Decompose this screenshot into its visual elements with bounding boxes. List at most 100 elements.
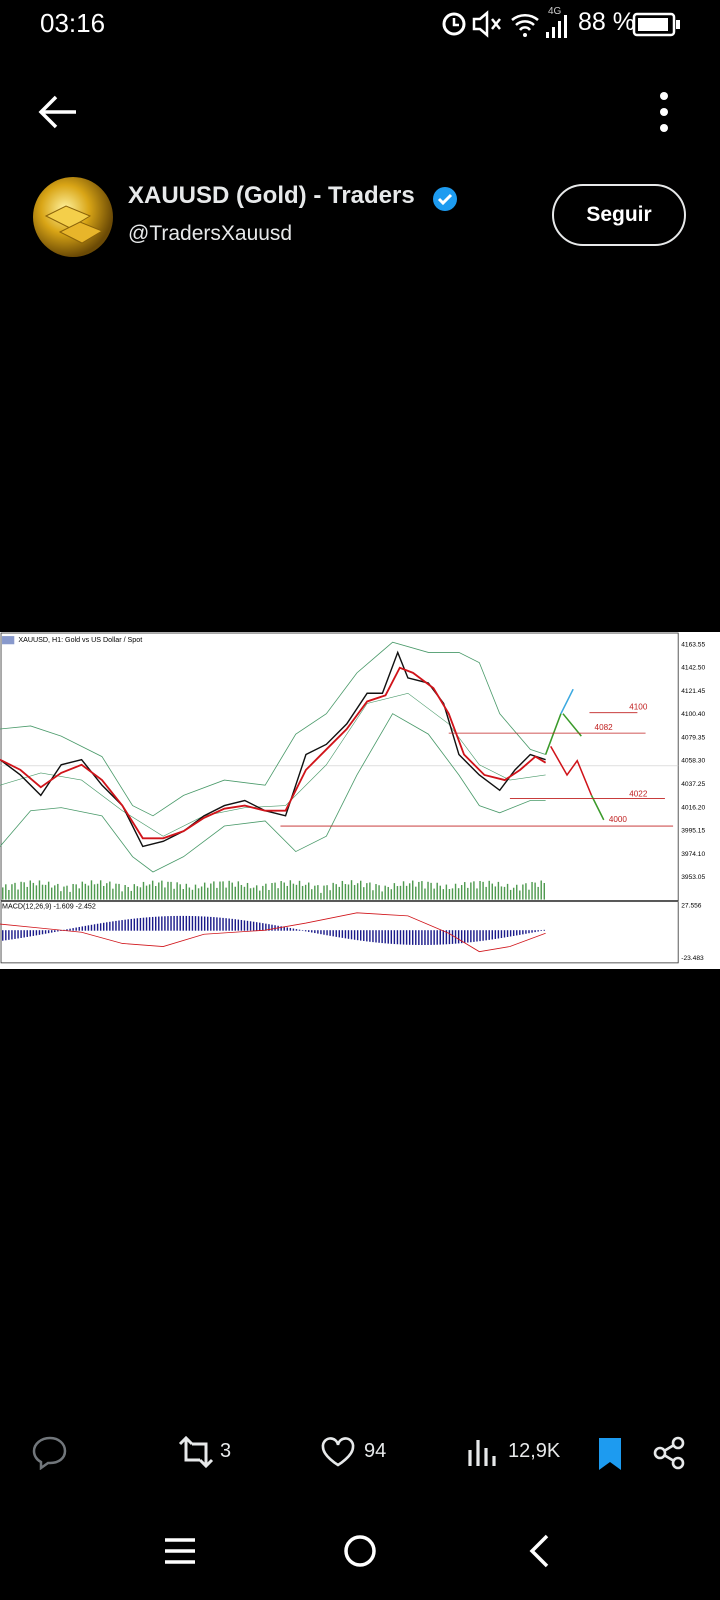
retweet-button[interactable]	[176, 1434, 216, 1470]
macd-bar	[540, 930, 542, 931]
volume-bar	[289, 880, 292, 900]
macd-bar	[66, 929, 68, 931]
macd-bar	[139, 917, 142, 931]
macd-bar	[17, 930, 19, 939]
volume-bar	[390, 889, 393, 900]
volume-bar	[540, 880, 542, 900]
volume-bar	[167, 881, 169, 900]
macd-bar	[115, 920, 117, 931]
volume-bar	[509, 889, 512, 900]
macd-bar	[246, 920, 249, 931]
volume-bar	[87, 885, 90, 900]
macd-bar	[464, 930, 466, 943]
macd-bar	[347, 930, 350, 939]
macd-bar	[188, 915, 191, 931]
follow-button[interactable]: Seguir	[552, 184, 686, 246]
volume-bar	[5, 884, 7, 900]
macd-bar	[185, 915, 188, 931]
reply-button[interactable]	[30, 1434, 70, 1470]
volume-bar	[136, 886, 139, 900]
volume-bar	[112, 888, 114, 900]
macd-bar	[384, 930, 386, 944]
volume-bar	[277, 888, 279, 900]
macd-label: MACD(12,26,9) -1.609 -2.452	[2, 903, 96, 911]
macd-bar	[356, 930, 359, 941]
macd-bar	[378, 930, 380, 943]
macd-bar	[430, 930, 432, 945]
profile-name[interactable]: XAUUSD (Gold) - Traders	[128, 182, 415, 209]
macd-bar	[96, 923, 99, 931]
share-button[interactable]	[652, 1436, 688, 1470]
profile-handle[interactable]: @TradersXauusd	[128, 222, 293, 245]
nav-recents[interactable]	[165, 1538, 195, 1564]
macd-bar	[390, 930, 393, 944]
macd-bar	[8, 930, 10, 940]
macd-bar	[142, 917, 145, 931]
volume-bar	[301, 885, 304, 900]
volume-bar	[353, 885, 356, 900]
volume-bar	[430, 882, 432, 900]
like-button[interactable]	[320, 1436, 356, 1468]
volume-bar	[29, 880, 32, 900]
macd-bar	[216, 917, 218, 931]
back-button[interactable]	[36, 92, 80, 132]
volume-bar	[118, 883, 120, 900]
volume-bar	[133, 884, 136, 900]
macd-bar	[173, 915, 175, 931]
volume-bar	[259, 890, 261, 900]
volume-bar	[234, 886, 236, 900]
views-icon[interactable]	[466, 1436, 498, 1468]
macd-bar	[488, 930, 490, 940]
macd-bar	[259, 922, 261, 931]
volume-bar	[161, 880, 163, 900]
nav-home[interactable]	[344, 1535, 376, 1567]
macd-bar	[525, 930, 527, 934]
macd-bar	[531, 930, 533, 933]
volume-bar	[158, 882, 160, 900]
macd-bar	[118, 920, 120, 931]
volume-bar	[148, 884, 151, 900]
volume-bar	[512, 887, 515, 900]
price-label: 3974.10	[681, 851, 705, 858]
price-label: 4121.45	[681, 688, 705, 695]
avatar[interactable]	[32, 176, 114, 258]
volume-bar	[454, 883, 457, 900]
macd-bar	[75, 927, 77, 931]
volume-bar	[488, 880, 490, 900]
macd-bar	[537, 930, 539, 932]
macd-scale-label: -23.483	[681, 955, 704, 962]
macd-bar	[415, 930, 417, 945]
macd-bar	[90, 924, 93, 931]
macd-bar	[145, 917, 148, 931]
nav-back[interactable]	[529, 1534, 549, 1568]
chart-image[interactable]: XAUUSD, H1: Gold vs US Dollar / Spot MAC…	[0, 632, 720, 969]
macd-bar	[304, 930, 307, 932]
macd-bar	[522, 930, 524, 935]
macd-bar	[412, 930, 414, 945]
volume-bar	[274, 882, 276, 900]
bookmark-button[interactable]	[596, 1436, 624, 1472]
more-button[interactable]	[652, 90, 676, 134]
volume-bar	[363, 887, 365, 900]
macd-bar	[164, 916, 166, 931]
macd-bar	[219, 917, 221, 931]
macd-bar	[50, 930, 53, 933]
volume-bar	[464, 882, 466, 900]
macd-bar	[350, 930, 353, 940]
macd-bar	[439, 930, 441, 945]
volume-bar	[249, 888, 252, 900]
macd-bar	[341, 930, 344, 938]
macd-bar	[289, 927, 292, 931]
macd-bar	[14, 930, 16, 939]
macd-bar	[421, 930, 423, 946]
volume-bar	[155, 886, 157, 900]
status-time: 03:16	[40, 8, 106, 38]
macd-bar	[38, 930, 41, 935]
macd-bar	[314, 930, 316, 934]
volume-bar	[283, 882, 285, 900]
macd-bar	[451, 930, 454, 944]
price-label: 4100.40	[681, 711, 705, 718]
volume-bar	[543, 883, 545, 900]
macd-bar	[503, 930, 506, 938]
volume-bar	[210, 883, 212, 900]
